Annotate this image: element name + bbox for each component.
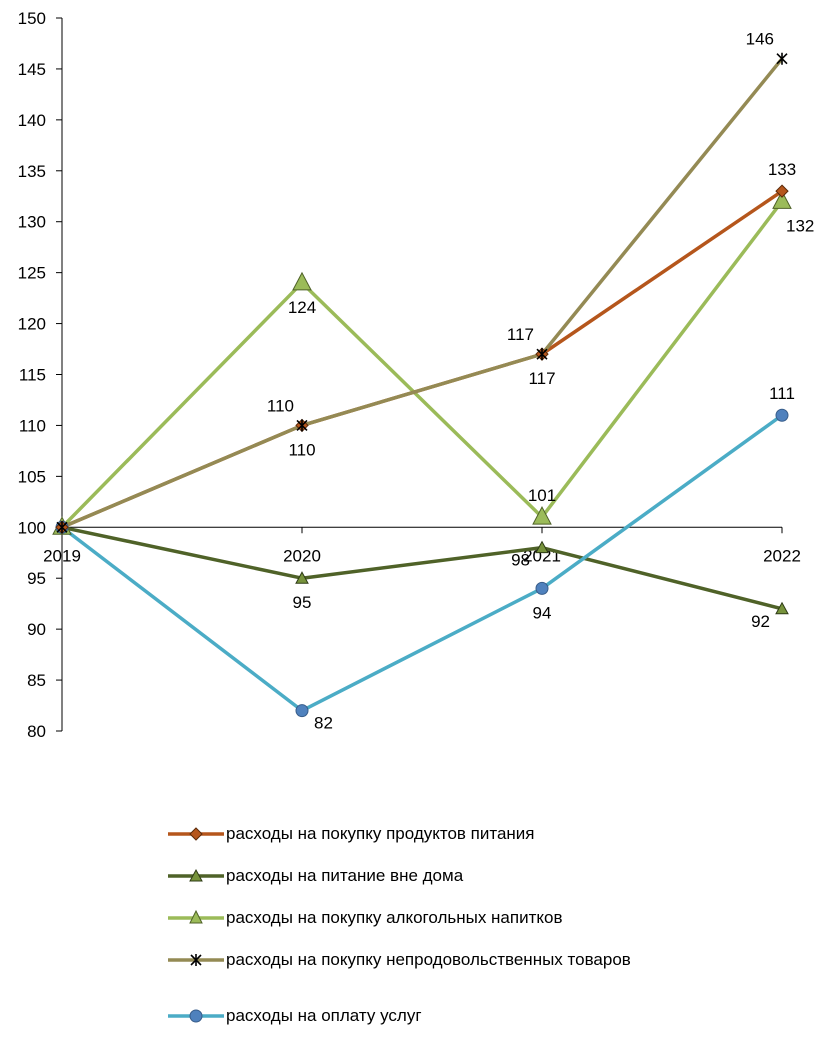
data-label: 133 — [768, 160, 796, 179]
data-label: 146 — [746, 30, 774, 49]
x-tick-label: 2019 — [43, 546, 81, 565]
y-tick-label: 140 — [18, 111, 46, 130]
y-tick-label: 125 — [18, 264, 46, 283]
data-point — [532, 506, 552, 525]
legend-label: расходы на покупку продуктов питания — [226, 824, 535, 843]
y-tick-label: 105 — [18, 467, 46, 486]
data-label: 124 — [288, 298, 316, 317]
y-tick-label: 110 — [19, 416, 46, 435]
y-tick-label: 130 — [18, 213, 46, 232]
legend-swatch — [168, 827, 224, 841]
y-tick-label: 145 — [18, 60, 46, 79]
legend-swatch — [168, 1009, 224, 1023]
data-point — [535, 581, 549, 595]
legend-swatch — [168, 868, 224, 882]
data-label: 92 — [751, 612, 770, 631]
data-point — [292, 271, 312, 291]
legend-label: расходы на покупку непродовольственных т… — [226, 950, 631, 969]
y-tick-label: 135 — [18, 162, 46, 181]
legend-item: расходы на оплату услуг — [168, 1004, 768, 1046]
legend-item: расходы на покупку продуктов питания — [168, 822, 768, 864]
data-point — [775, 601, 789, 615]
x-tick-label: 2022 — [763, 546, 801, 565]
legend: расходы на покупку продуктов питания рас… — [168, 822, 768, 1046]
legend-swatch — [168, 909, 224, 924]
data-point — [295, 571, 309, 584]
data-label: 98 — [511, 551, 530, 570]
series-line — [60, 200, 784, 529]
data-point — [535, 540, 549, 554]
data-label: 95 — [293, 593, 312, 612]
data-point — [772, 190, 792, 209]
y-tick-label: 150 — [18, 9, 46, 28]
series-line — [61, 57, 784, 529]
y-tick-label: 120 — [18, 315, 46, 334]
data-label: 101 — [528, 486, 556, 505]
series-line — [60, 413, 784, 713]
x-tick-label: 2020 — [283, 546, 321, 565]
line-chart: 80 85 90 95 100 105 110 115 120 125 130 135 140 145 15… — [18, 9, 815, 741]
data-point — [776, 52, 788, 65]
y-tick-label: 80 — [27, 722, 46, 741]
data-label: 94 — [533, 603, 552, 622]
data-label: 82 — [314, 714, 333, 733]
data-label: 111 — [769, 384, 795, 403]
legend-label: расходы на питание вне дома — [226, 866, 464, 885]
data-label: 110 — [267, 396, 294, 415]
y-tick-label: 90 — [27, 620, 46, 639]
data-point — [536, 348, 548, 361]
data-point — [56, 521, 68, 534]
legend-item: расходы на покупку алкогольных напитков — [168, 906, 768, 948]
data-label: 110 — [288, 440, 315, 459]
data-point — [296, 419, 308, 432]
legend-label: расходы на покупку алкогольных напитков — [226, 908, 563, 927]
y-tick-label: 95 — [27, 569, 46, 588]
data-point — [295, 704, 309, 718]
data-point — [775, 408, 789, 422]
data-label: 117 — [528, 369, 555, 388]
y-tick-label: 85 — [27, 671, 46, 690]
series-line — [61, 189, 783, 529]
data-point — [775, 184, 789, 198]
legend-item: расходы на питание вне дома — [168, 864, 768, 906]
data-label: 117 — [507, 325, 534, 344]
legend-swatch — [168, 954, 224, 966]
data-label: 132 — [786, 216, 814, 235]
legend-item: расходы на покупку непродовольственных т… — [168, 948, 768, 1004]
y-tick-label: 115 — [19, 366, 46, 385]
series-line — [61, 525, 783, 611]
legend-label: расходы на оплату услуг — [226, 1006, 422, 1025]
y-tick-label: 100 — [18, 518, 46, 537]
